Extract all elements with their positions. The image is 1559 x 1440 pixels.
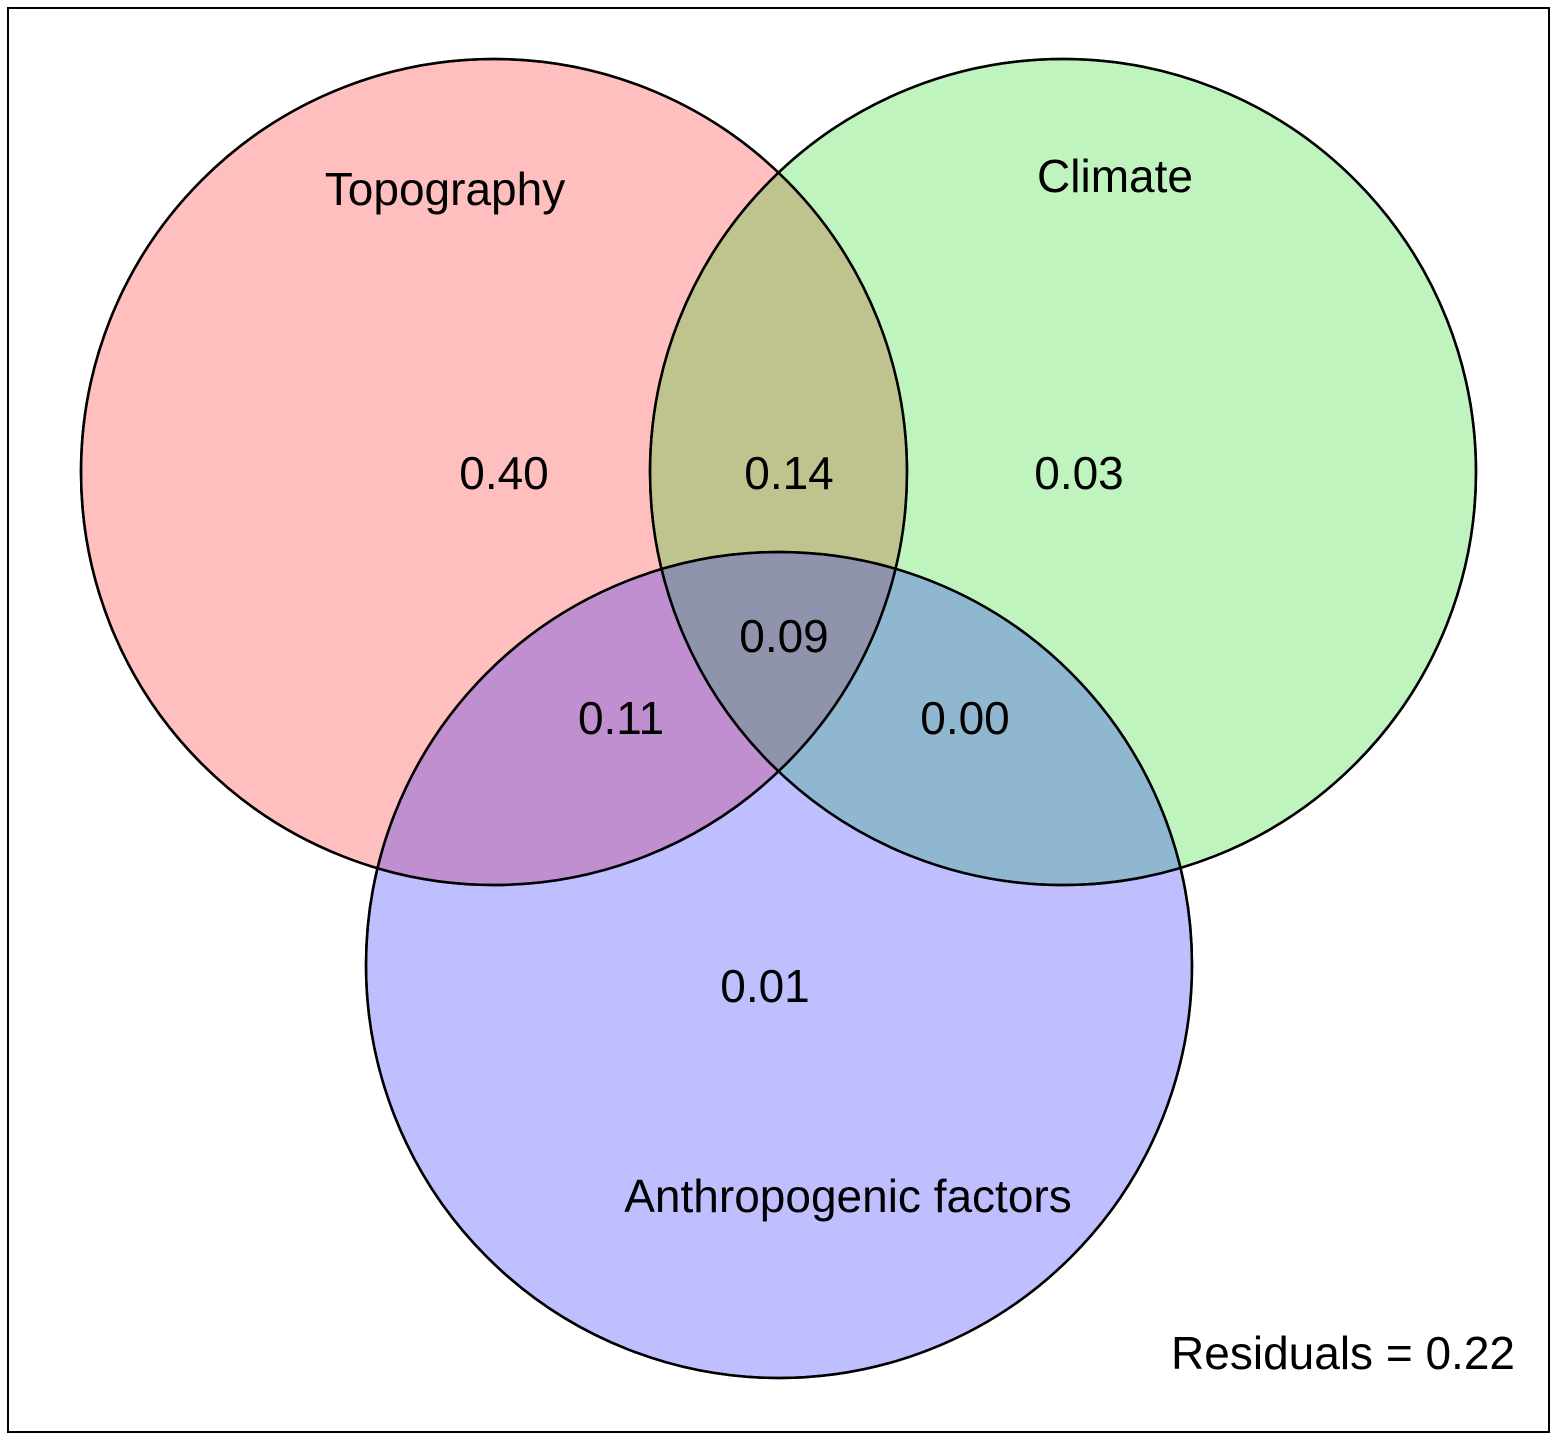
- region-value: 0.11: [578, 692, 664, 744]
- region-value: 0.40: [459, 447, 549, 499]
- region-value: 0.14: [744, 447, 834, 499]
- set-label: Anthropogenic factors: [624, 1170, 1072, 1222]
- set-label: Climate: [1037, 150, 1193, 202]
- frame: [7, 7, 1550, 1433]
- circle-outline: [648, 57, 1478, 887]
- region-value: 0.03: [1034, 447, 1124, 499]
- region-value: 0.09: [739, 610, 829, 662]
- residuals-label: Residuals = 0.22: [1171, 1327, 1515, 1379]
- set-label: Topography: [325, 163, 565, 215]
- region-value: 0.00: [920, 692, 1010, 744]
- circle-outline: [364, 550, 1194, 1380]
- region-value: 0.01: [720, 960, 810, 1012]
- circle-outline: [79, 57, 909, 887]
